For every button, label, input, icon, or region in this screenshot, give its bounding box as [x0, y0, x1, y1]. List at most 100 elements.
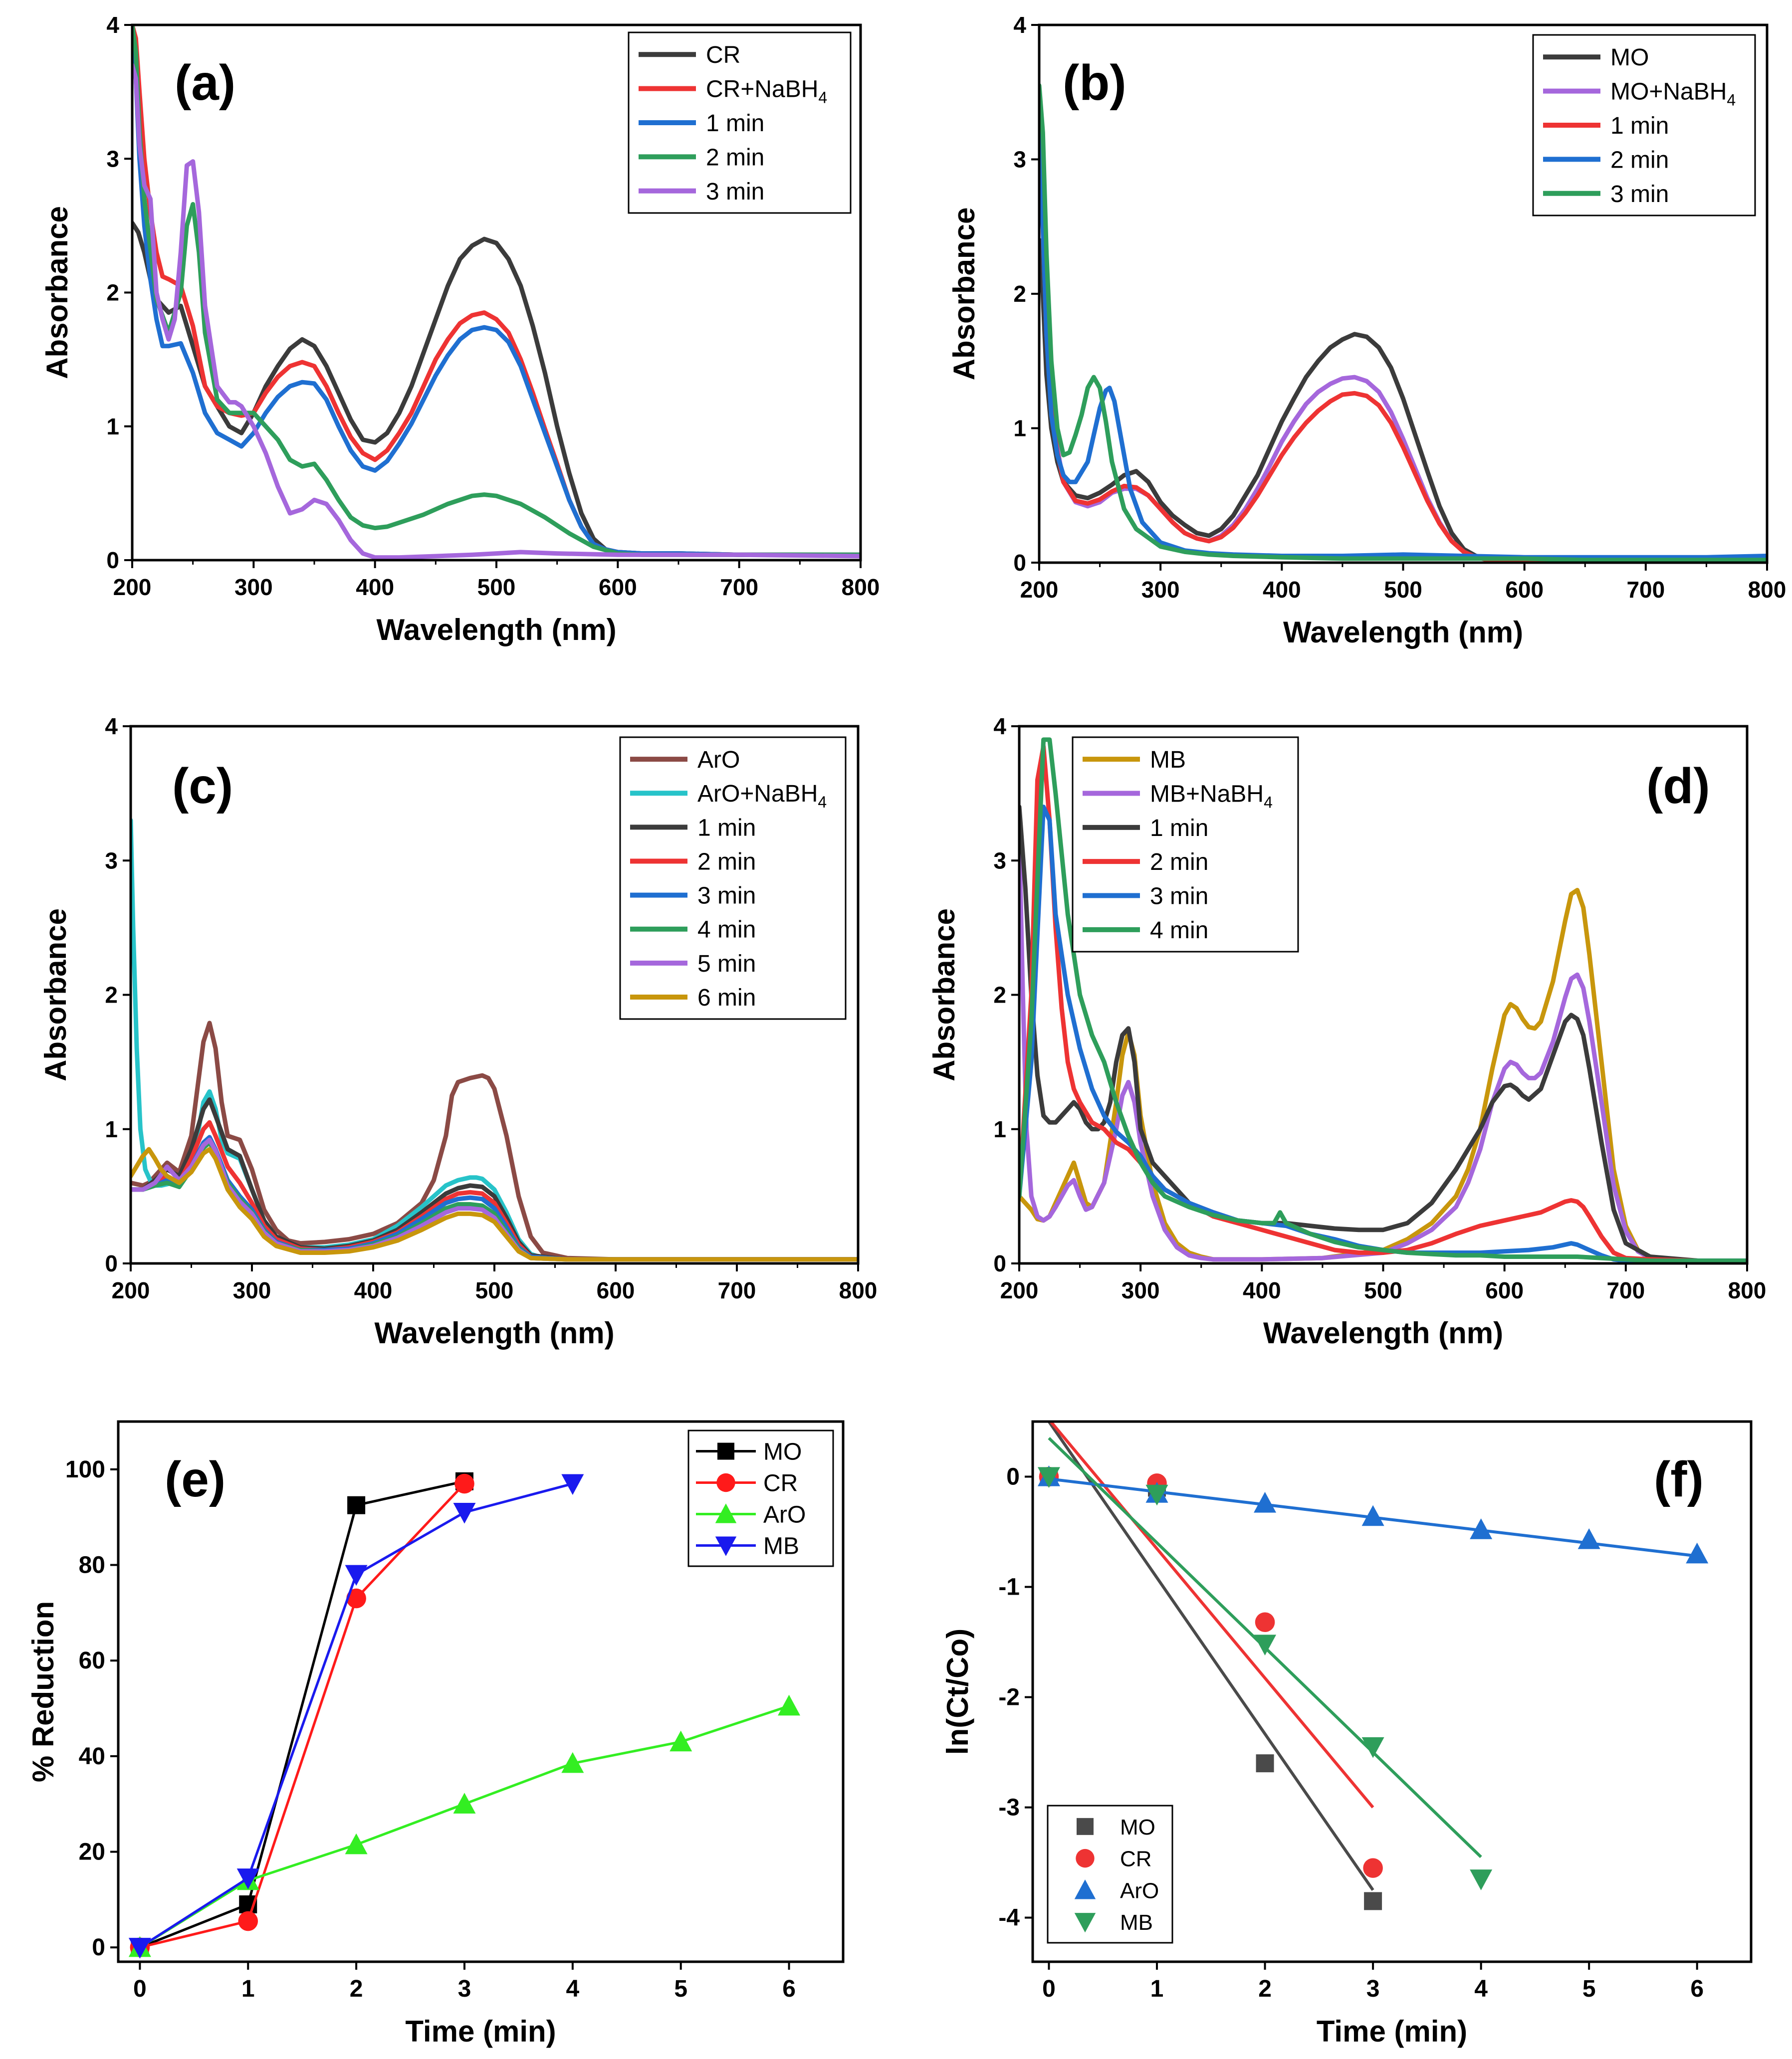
legend-item: 1 min [639, 110, 764, 137]
plot-area [128, 1472, 801, 1959]
y-tick-label: 2 [106, 280, 119, 306]
data-point [561, 1752, 584, 1773]
legend-label: 5 min [697, 951, 756, 977]
y-tick-label: 4 [993, 713, 1006, 739]
series-line [1039, 83, 1767, 563]
plot-area [1037, 1422, 1709, 1910]
legend: ArO ArO+NaBH4 1 min 2 min 3 min 4 min 5 min 6 m… [619, 736, 847, 1020]
y-axis-title: Absorbance [40, 206, 74, 379]
legend-label-main: 4 min [697, 917, 756, 943]
data-point [454, 1473, 474, 1494]
legend-item: 3 min [1083, 883, 1208, 910]
x-tick-label: 600 [599, 574, 637, 600]
x-tick-label: 200 [112, 1277, 150, 1303]
series-line [1039, 117, 1767, 560]
x-tick-label: 6 [1690, 1976, 1704, 2002]
legend-label-subscript: 4 [818, 793, 827, 811]
legend-label: 4 min [1150, 917, 1208, 944]
plot-area [1039, 83, 1767, 563]
x-tick-label: 3 [458, 1976, 471, 2002]
series-2-min [1039, 117, 1767, 560]
data-point [1145, 1484, 1168, 1506]
x-axis-title: Time (min) [1317, 2015, 1467, 2048]
legend-marker [717, 1442, 734, 1460]
plot-frame [131, 23, 862, 562]
x-tick-label: 6 [782, 1976, 796, 2002]
x-tick-label: 300 [234, 574, 273, 600]
series-line [131, 1147, 858, 1262]
legend-marker [1076, 1849, 1095, 1868]
series-mb [1019, 888, 1747, 1263]
x-tick-label: 5 [1582, 1976, 1596, 2002]
legend-item: ArO [630, 747, 740, 773]
plot-frame [129, 725, 860, 1265]
x-tick-label: 2 [350, 1976, 363, 2002]
series-aro [131, 1021, 858, 1262]
legend-label: 2 min [1150, 849, 1208, 875]
series-mb-nabh4 [1019, 831, 1747, 1263]
x-tick-label: 2 [1258, 1976, 1272, 2002]
x-tick-label: 500 [1364, 1277, 1402, 1303]
legend-item: MB+NaBH4 [1083, 781, 1273, 812]
x-tick-label: 700 [720, 574, 758, 600]
legend-item: 2 min [1083, 849, 1208, 875]
series-line [132, 63, 861, 560]
data-point [1255, 1612, 1275, 1633]
x-tick-label: 800 [842, 574, 880, 600]
legend-item: CR+NaBH4 [639, 76, 827, 107]
series-mb [1037, 1437, 1493, 1890]
legend-label: 1 min [697, 815, 756, 841]
y-tick-label: 3 [106, 146, 119, 172]
legend-label-main: 3 min [1610, 181, 1669, 207]
legend-label: 6 min [697, 985, 756, 1011]
legend-label-main: 4 min [1150, 917, 1208, 944]
legend-label: ArO+NaBH4 [697, 781, 827, 811]
legend-label-main: 1 min [1150, 815, 1208, 841]
legend-label-main: 1 min [1610, 113, 1669, 139]
x-axis-title: Time (min) [405, 2015, 556, 2048]
data-point [778, 1694, 801, 1716]
legend-label: 4 min [697, 917, 756, 943]
legend: MB MB+NaBH4 1 min 2 min 3 min 4 min [1072, 736, 1299, 953]
plot-frame [1031, 1420, 1753, 1963]
x-tick-label: 300 [1141, 577, 1180, 603]
series-line [1019, 888, 1747, 1263]
x-tick-label: 200 [1020, 577, 1059, 603]
y-tick-label: 0 [1006, 1464, 1020, 1490]
legend-item: 1 min [1543, 113, 1669, 139]
legend-label: CR [1120, 1847, 1152, 1871]
series-1-min [132, 36, 861, 557]
legend-item: MO [696, 1439, 802, 1465]
legend-label-main: ArO+NaBH [697, 781, 818, 807]
legend-item: 3 min [630, 883, 756, 909]
series-line [139, 1482, 465, 1949]
series-line [1019, 805, 1747, 1263]
legend-item: 2 min [630, 848, 756, 875]
series-line [132, 220, 861, 557]
y-tick-label: 1 [1013, 415, 1026, 441]
legend-label-main: MB+NaBH [1150, 781, 1264, 808]
legend-label-subscript: 4 [1264, 794, 1273, 812]
data-point [345, 1565, 368, 1586]
legend-item: MB [1074, 1910, 1153, 1935]
plot-frame [1038, 23, 1769, 564]
panel-label: (f) [1654, 1451, 1704, 1507]
x-tick-label: 1 [1150, 1976, 1164, 2002]
data-point [1470, 1869, 1493, 1890]
series-line [131, 1021, 858, 1262]
data-point [1364, 1892, 1382, 1910]
legend-item: 2 min [639, 144, 764, 171]
data-point [236, 1868, 259, 1889]
legend-label: ArO [697, 747, 740, 773]
x-tick-label: 5 [674, 1976, 687, 2002]
legend-item: ArO [696, 1502, 806, 1528]
plot-area [131, 818, 858, 1262]
x-tick-label: 800 [1748, 577, 1787, 603]
legend-label-main: 1 min [697, 815, 756, 841]
x-tick-label: 700 [1606, 1277, 1645, 1303]
series-3-min [1039, 83, 1767, 563]
series-line [1019, 737, 1747, 1263]
plot-area [1019, 737, 1747, 1263]
fit-line [1048, 1422, 1374, 1891]
legend-label-main: 3 min [1150, 883, 1208, 910]
